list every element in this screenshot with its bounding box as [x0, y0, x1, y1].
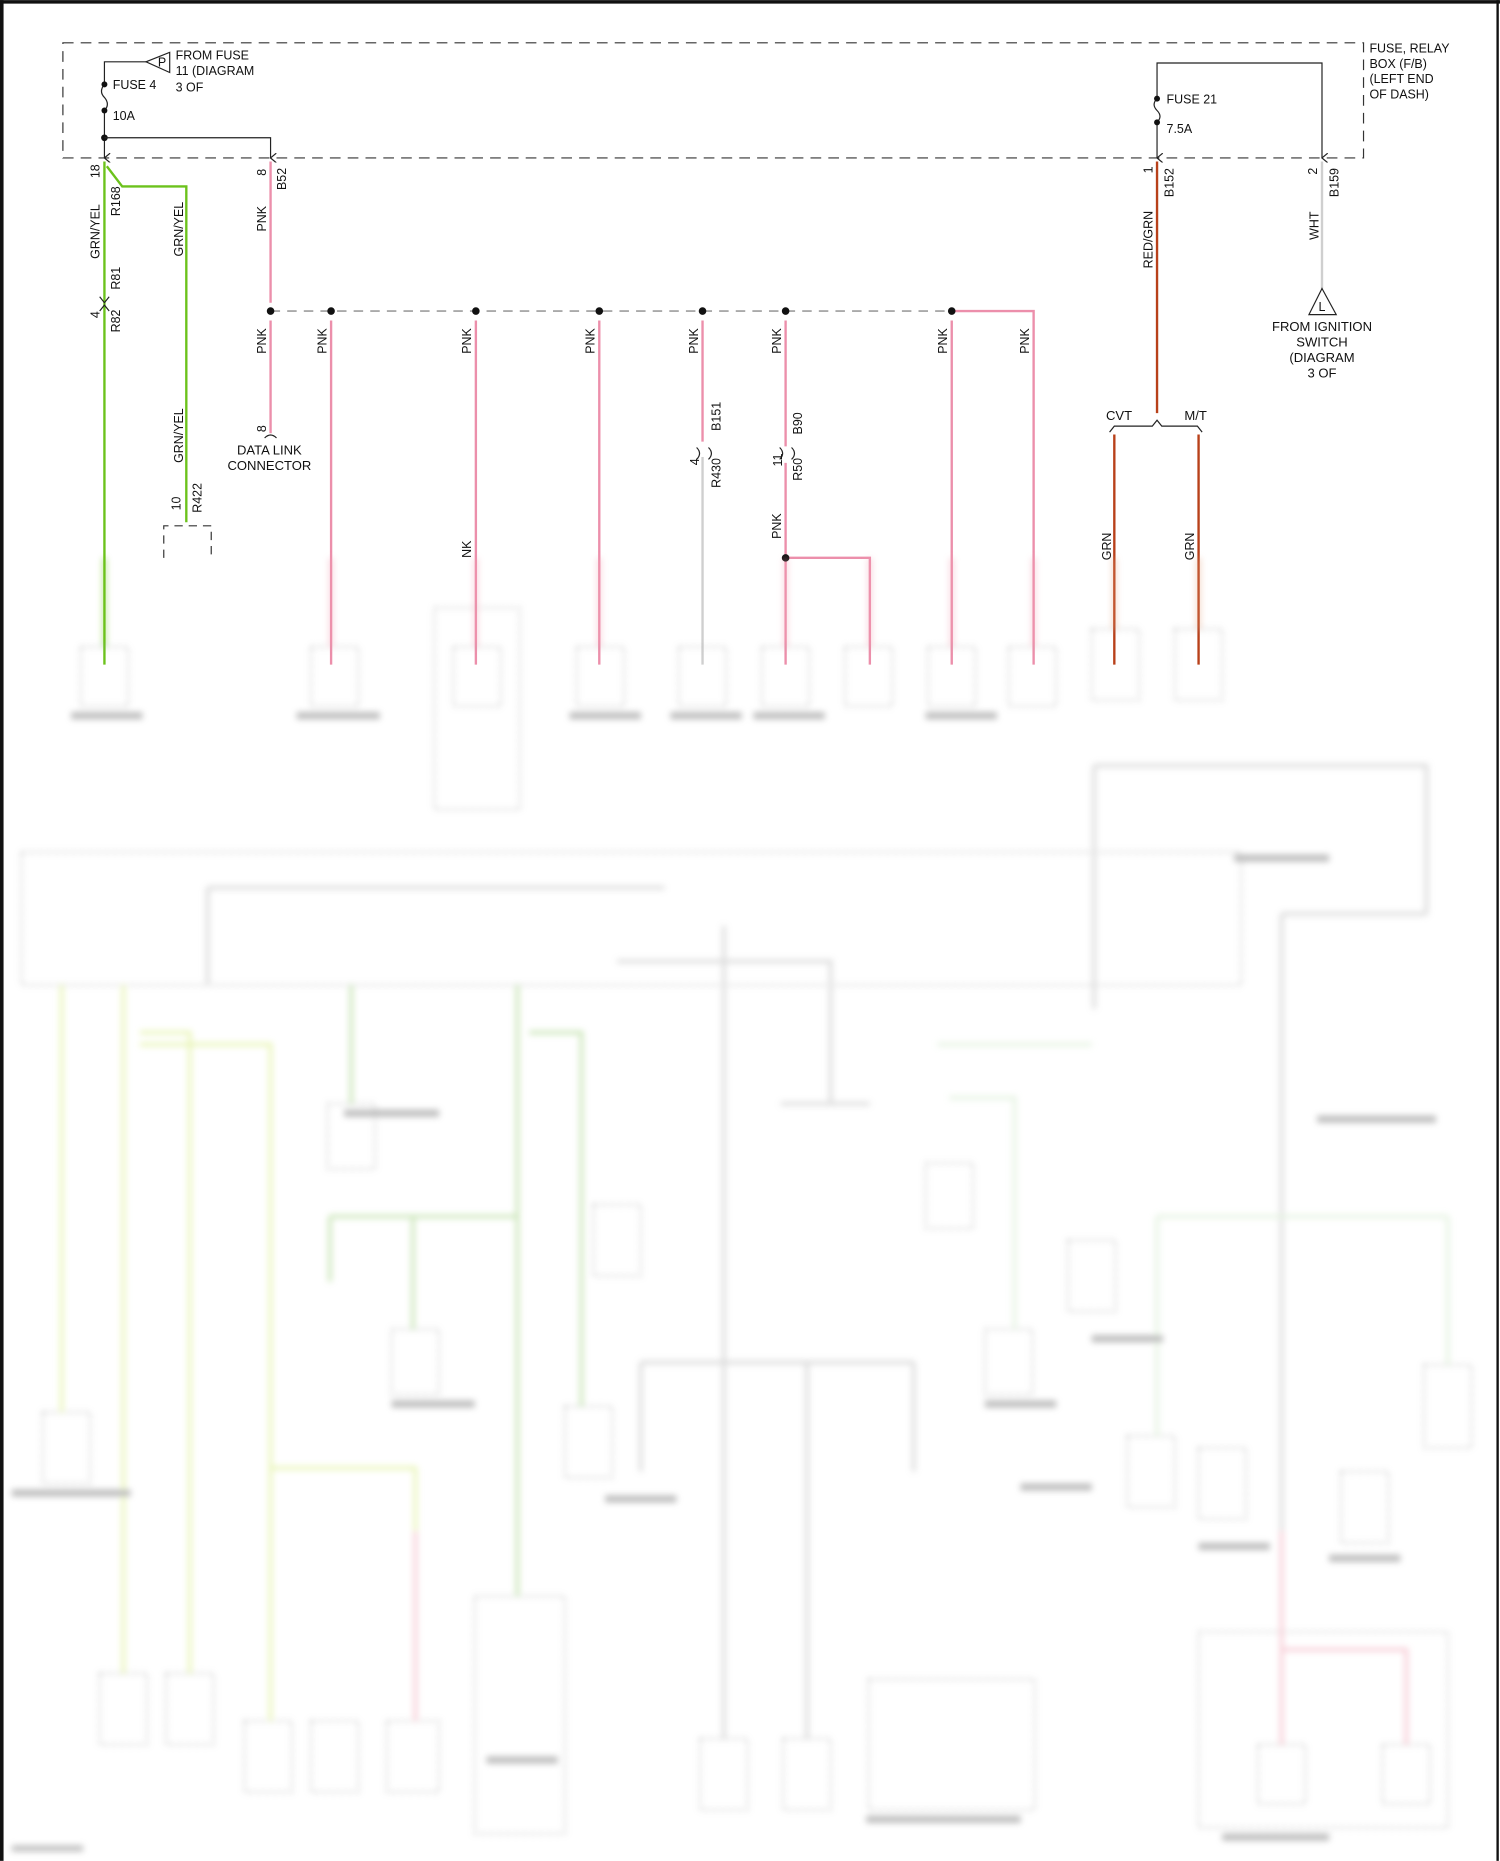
svg-text:2: 2 [1306, 168, 1320, 175]
svg-text:11 (DIAGRAM: 11 (DIAGRAM [176, 64, 255, 78]
svg-text:(DIAGRAM: (DIAGRAM [1289, 350, 1354, 365]
svg-text:PNK: PNK [315, 327, 329, 353]
svg-text:R81: R81 [109, 267, 123, 290]
svg-text:B151: B151 [709, 402, 723, 431]
svg-text:PNK: PNK [770, 327, 784, 353]
svg-text:PNK: PNK [255, 327, 269, 353]
svg-text:7.5A: 7.5A [1167, 122, 1193, 136]
svg-text:GRN/YEL: GRN/YEL [172, 202, 186, 257]
svg-text:PNK: PNK [770, 513, 784, 539]
svg-text:B152: B152 [1163, 168, 1177, 197]
svg-text:4: 4 [688, 458, 702, 465]
from-fuse-11-reference[interactable]: P FROM FUSE 11 (DIAGRAM 3 OF [144, 48, 255, 94]
svg-text:8: 8 [255, 169, 269, 176]
svg-text:FUSE, RELAY: FUSE, RELAY [1369, 41, 1450, 55]
svg-text:PNK: PNK [255, 205, 269, 231]
svg-text:CONNECTOR: CONNECTOR [227, 458, 311, 473]
connector-r81-r82 [99, 296, 110, 312]
svg-text:FROM IGNITION: FROM IGNITION [1272, 319, 1372, 334]
svg-text:GRN: GRN [1183, 533, 1197, 561]
svg-text:GRN/YEL: GRN/YEL [89, 204, 103, 259]
red-grn-labels: 1 B152 RED/GRN GRN GRN CVT M/T [1100, 166, 1207, 560]
svg-text:PNK: PNK [687, 327, 701, 353]
wire-pnk-bus[interactable] [264, 161, 1035, 665]
svg-text:BOX (F/B): BOX (F/B) [1369, 57, 1426, 71]
from-ignition-switch-reference[interactable]: L FROM IGNITION SWITCH (DIAGRAM 3 OF [1272, 287, 1372, 380]
svg-text:B159: B159 [1328, 168, 1342, 197]
svg-text:1: 1 [1141, 166, 1155, 173]
fuse-21[interactable]: FUSE 21 7.5A [1153, 62, 1322, 158]
svg-text:18: 18 [89, 164, 103, 178]
svg-text:M/T: M/T [1184, 408, 1206, 423]
grn-yel-labels: 18 R168 GRN/YEL R81 4 R82 GRN/YEL GRN/YE… [89, 164, 205, 513]
svg-text:FUSE 4: FUSE 4 [113, 78, 157, 92]
svg-text:PNK: PNK [936, 327, 950, 353]
svg-text:10: 10 [169, 496, 183, 510]
svg-text:B90: B90 [791, 412, 805, 434]
svg-text:8: 8 [255, 425, 269, 432]
variant-brace [1109, 419, 1203, 433]
svg-text:DATA LINK: DATA LINK [237, 443, 302, 458]
svg-text:PNK: PNK [584, 327, 598, 353]
svg-text:PNK: PNK [1018, 327, 1032, 353]
svg-text:FROM FUSE: FROM FUSE [176, 48, 249, 62]
svg-text:OF DASH): OF DASH) [1369, 88, 1429, 102]
svg-text:R82: R82 [109, 309, 123, 332]
component-r422-outline [163, 525, 212, 558]
svg-text:CVT: CVT [1106, 408, 1132, 423]
svg-text:GRN/YEL: GRN/YEL [172, 408, 186, 463]
blurred-lower-diagram [11, 557, 1473, 1852]
svg-text:3 OF: 3 OF [176, 80, 204, 94]
svg-text:GRN: GRN [1100, 533, 1114, 561]
fuse-box-label: FUSE, RELAY BOX (F/B) (LEFT END OF DASH) [1369, 41, 1450, 101]
svg-text:RED/GRN: RED/GRN [1141, 211, 1155, 268]
svg-text:R168: R168 [109, 186, 123, 216]
svg-text:L: L [1319, 300, 1326, 314]
svg-text:10A: 10A [113, 109, 136, 123]
svg-text:WHT: WHT [1307, 211, 1321, 240]
fuse-relay-box-outline [62, 42, 1365, 159]
svg-text:(LEFT END: (LEFT END [1369, 72, 1433, 86]
fuse-4[interactable]: FUSE 4 10A [100, 61, 270, 158]
svg-text:FUSE 21: FUSE 21 [1167, 92, 1218, 106]
wht-labels: 2 B159 WHT [1306, 168, 1341, 240]
svg-text:R422: R422 [191, 483, 205, 513]
svg-text:11: 11 [771, 453, 785, 466]
svg-text:B52: B52 [275, 168, 289, 190]
data-link-connector[interactable]: DATA LINK CONNECTOR [227, 443, 311, 473]
svg-text:NK: NK [460, 540, 474, 558]
svg-text:PNK: PNK [460, 327, 474, 353]
svg-text:SWITCH: SWITCH [1296, 335, 1347, 350]
svg-text:4: 4 [89, 311, 103, 318]
svg-text:3 OF: 3 OF [1307, 365, 1336, 380]
svg-text:P: P [158, 56, 166, 70]
svg-text:R430: R430 [709, 458, 723, 488]
svg-text:R50: R50 [791, 458, 805, 481]
pnk-labels: 8 B52 PNK PNK PNK PNK PNK PNK PNK PNK PN… [255, 168, 1032, 558]
page-ref-triangle-icon [144, 51, 171, 74]
page-ref-triangle-icon [1307, 287, 1338, 316]
